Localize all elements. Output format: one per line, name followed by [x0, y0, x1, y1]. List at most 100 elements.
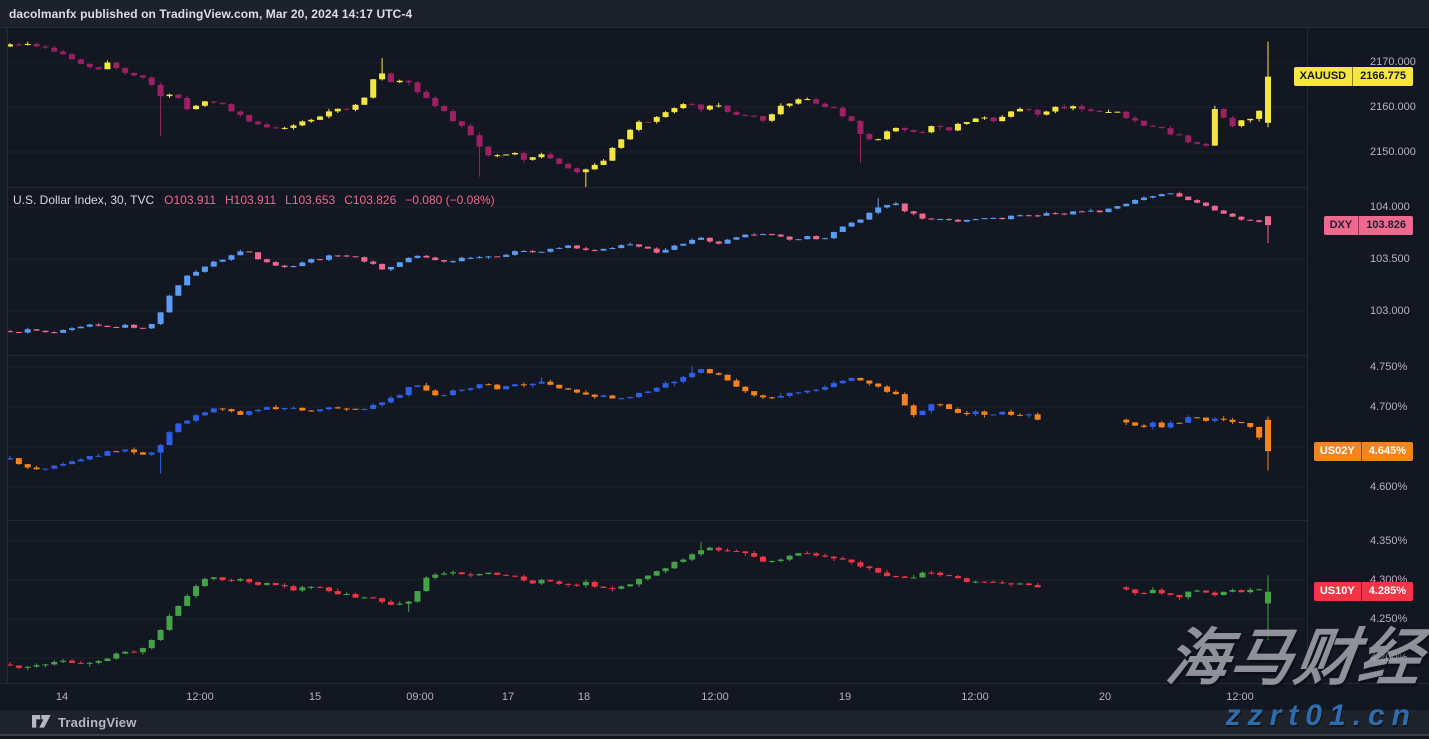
- candle[interactable]: [219, 408, 226, 410]
- candle[interactable]: [423, 255, 430, 258]
- candle[interactable]: [42, 468, 49, 470]
- candle[interactable]: [715, 105, 722, 107]
- candle[interactable]: [822, 103, 829, 108]
- candle[interactable]: [201, 578, 208, 587]
- candle[interactable]: [1114, 206, 1121, 209]
- candle[interactable]: [414, 591, 421, 602]
- dxy-legend[interactable]: U.S. Dollar Index, 30, TVC O103.911 H103.9…: [13, 193, 504, 207]
- candle[interactable]: [1061, 213, 1068, 215]
- candle[interactable]: [432, 390, 439, 396]
- candle[interactable]: [795, 553, 802, 556]
- candle[interactable]: [981, 581, 988, 583]
- candle[interactable]: [636, 244, 642, 247]
- candle[interactable]: [1158, 126, 1165, 129]
- candle[interactable]: [184, 275, 191, 286]
- candle[interactable]: [786, 555, 793, 560]
- candle[interactable]: [1123, 203, 1130, 207]
- candle[interactable]: [503, 254, 510, 257]
- candle[interactable]: [503, 154, 510, 156]
- candle[interactable]: [1132, 589, 1139, 593]
- candle[interactable]: [166, 295, 173, 313]
- candle[interactable]: [1256, 220, 1263, 222]
- candle[interactable]: [175, 285, 182, 296]
- candle[interactable]: [919, 131, 926, 133]
- candle[interactable]: [644, 391, 651, 393]
- candle[interactable]: [565, 163, 572, 169]
- candle[interactable]: [1229, 213, 1236, 217]
- candle[interactable]: [538, 381, 545, 384]
- candle[interactable]: [441, 395, 448, 397]
- candle[interactable]: [361, 409, 368, 411]
- candle[interactable]: [972, 219, 979, 221]
- candle[interactable]: [963, 122, 970, 124]
- candle[interactable]: [857, 377, 864, 381]
- candle[interactable]: [529, 157, 536, 160]
- candle[interactable]: [627, 129, 634, 140]
- candle[interactable]: [1132, 199, 1139, 204]
- candle[interactable]: [86, 455, 93, 460]
- candle[interactable]: [485, 384, 492, 386]
- candle[interactable]: [1238, 120, 1245, 127]
- candle[interactable]: [600, 395, 607, 397]
- candle[interactable]: [485, 146, 492, 156]
- candle[interactable]: [405, 387, 412, 396]
- candle[interactable]: [1158, 422, 1165, 428]
- candle[interactable]: [396, 603, 403, 605]
- candle[interactable]: [760, 116, 767, 121]
- candle[interactable]: [839, 558, 846, 560]
- candle[interactable]: [582, 581, 589, 586]
- candle[interactable]: [60, 329, 67, 333]
- candle[interactable]: [520, 384, 527, 386]
- candle[interactable]: [219, 259, 226, 262]
- candle[interactable]: [937, 404, 944, 406]
- candle[interactable]: [157, 629, 164, 640]
- candle[interactable]: [680, 104, 687, 109]
- candle[interactable]: [662, 568, 669, 572]
- candle[interactable]: [1247, 589, 1254, 593]
- candle[interactable]: [290, 407, 297, 409]
- candle[interactable]: [503, 386, 510, 390]
- candle[interactable]: [946, 404, 953, 410]
- candle[interactable]: [1256, 589, 1263, 591]
- candle[interactable]: [69, 54, 76, 60]
- candle[interactable]: [875, 383, 882, 387]
- candle[interactable]: [1078, 106, 1085, 110]
- candle[interactable]: [547, 579, 554, 582]
- candle[interactable]: [432, 574, 439, 578]
- candle[interactable]: [830, 383, 837, 388]
- candle[interactable]: [24, 43, 31, 45]
- candle[interactable]: [981, 218, 988, 220]
- candle[interactable]: [910, 405, 917, 416]
- candle[interactable]: [1025, 414, 1032, 416]
- candle[interactable]: [928, 218, 935, 220]
- candle[interactable]: [680, 559, 687, 562]
- candle[interactable]: [813, 99, 820, 104]
- candle[interactable]: [263, 407, 270, 410]
- candle[interactable]: [963, 578, 970, 582]
- candle[interactable]: [742, 114, 749, 116]
- candle[interactable]: [1132, 422, 1139, 426]
- candle[interactable]: [760, 395, 767, 398]
- candle[interactable]: [733, 380, 740, 387]
- candle[interactable]: [1043, 111, 1050, 115]
- candle[interactable]: [1149, 422, 1156, 427]
- candle[interactable]: [804, 390, 811, 393]
- candle[interactable]: [228, 104, 235, 112]
- candle[interactable]: [131, 324, 138, 328]
- candle[interactable]: [1140, 197, 1147, 200]
- candle[interactable]: [511, 251, 518, 255]
- candle[interactable]: [405, 257, 412, 263]
- candle[interactable]: [95, 324, 102, 326]
- candle[interactable]: [33, 665, 40, 667]
- candle[interactable]: [113, 327, 120, 329]
- candle[interactable]: [733, 550, 740, 552]
- candle[interactable]: [281, 408, 288, 410]
- candle[interactable]: [1185, 417, 1192, 423]
- candle[interactable]: [1194, 142, 1201, 144]
- candle[interactable]: [379, 598, 386, 602]
- candle[interactable]: [715, 241, 722, 244]
- candle[interactable]: [325, 111, 332, 117]
- candle[interactable]: [414, 385, 421, 388]
- candle[interactable]: [255, 121, 262, 125]
- candle[interactable]: [1185, 196, 1192, 201]
